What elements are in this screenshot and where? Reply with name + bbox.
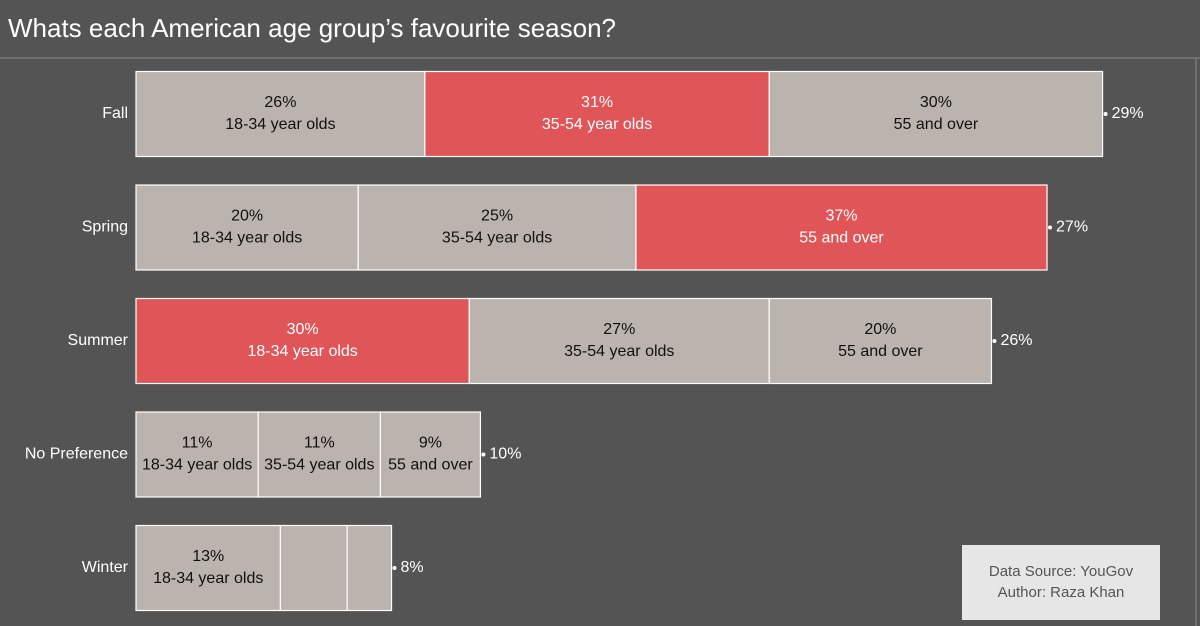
data-label: 11% bbox=[182, 435, 213, 452]
segment-series-label: 18-34 year olds bbox=[153, 570, 263, 587]
segment-series-label: 55 and over bbox=[799, 230, 884, 247]
data-label: 13% bbox=[192, 548, 224, 565]
data-label: 20% bbox=[864, 321, 896, 338]
bar-segment bbox=[768, 70, 1104, 158]
total-marker bbox=[1048, 225, 1053, 230]
note: Author: Raza Khan bbox=[998, 584, 1125, 601]
y-tick-label: Winter bbox=[82, 559, 129, 576]
bar-segment bbox=[424, 70, 770, 158]
total-marker bbox=[481, 452, 486, 457]
total-label: 26% bbox=[1000, 332, 1032, 349]
bar-segment bbox=[357, 184, 637, 271]
total-label: 27% bbox=[1056, 219, 1088, 236]
bar-segment bbox=[135, 70, 426, 158]
bar-segment bbox=[279, 524, 348, 612]
bar-segment bbox=[379, 411, 482, 498]
segment-series-label: 18-34 year olds bbox=[192, 230, 302, 247]
y-tick-label: Spring bbox=[82, 219, 128, 236]
segment-series-label: 18-34 year olds bbox=[225, 116, 335, 133]
data-label: 31% bbox=[581, 94, 613, 111]
bar-segment bbox=[468, 297, 770, 385]
bar-segment bbox=[135, 297, 470, 385]
segment-series-label: 55 and over bbox=[894, 116, 979, 133]
bar-segment bbox=[768, 297, 993, 385]
note-box bbox=[962, 545, 1160, 620]
bar-segment bbox=[635, 184, 1048, 271]
total-label: 29% bbox=[1112, 105, 1144, 122]
data-label: 25% bbox=[481, 208, 513, 225]
segment-series-label: 55 and over bbox=[388, 457, 473, 474]
y-tick-label: Summer bbox=[68, 332, 129, 349]
bar-segment bbox=[135, 184, 359, 271]
data-label: 30% bbox=[287, 321, 319, 338]
data-label: 26% bbox=[264, 94, 296, 111]
total-marker bbox=[1103, 112, 1108, 116]
segment-series-label: 35-54 year olds bbox=[542, 116, 652, 133]
segment-series-label: 35-54 year olds bbox=[564, 343, 674, 360]
segment-series-label: 55 and over bbox=[838, 343, 923, 360]
total-marker bbox=[992, 339, 997, 343]
data-label: 20% bbox=[231, 208, 263, 225]
data-label: 9% bbox=[419, 435, 442, 452]
data-label: 30% bbox=[920, 94, 952, 111]
y-tick-label: No Preference bbox=[25, 446, 128, 463]
bar-segment bbox=[346, 524, 393, 612]
data-label: 27% bbox=[603, 321, 635, 338]
note: Data Source: YouGov bbox=[989, 563, 1134, 580]
total-label: 8% bbox=[401, 559, 424, 576]
total-marker bbox=[392, 566, 397, 570]
bar-segment bbox=[257, 411, 382, 498]
segment-series-label: 18-34 year olds bbox=[248, 343, 358, 360]
chart-title: Whats each American age group’s favourit… bbox=[8, 13, 616, 43]
bar-segment bbox=[135, 524, 282, 612]
data-label: 11% bbox=[304, 435, 335, 452]
segment-series-label: 35-54 year olds bbox=[264, 457, 374, 474]
segment-series-label: 18-34 year olds bbox=[142, 457, 252, 474]
bar-segment bbox=[135, 411, 259, 498]
segment-series-label: 35-54 year olds bbox=[442, 230, 552, 247]
y-tick-label: Fall bbox=[102, 105, 128, 122]
data-label: 37% bbox=[825, 208, 857, 225]
total-label: 10% bbox=[489, 446, 521, 463]
